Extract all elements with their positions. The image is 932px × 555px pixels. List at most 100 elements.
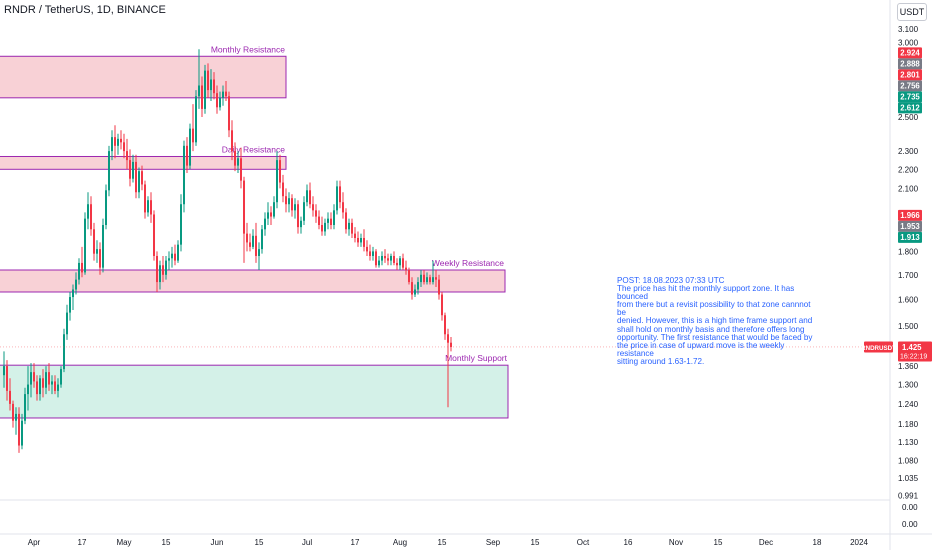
- zone-rect[interactable]: [0, 55, 287, 99]
- candle-body[interactable]: [336, 186, 338, 211]
- candle-body[interactable]: [225, 91, 227, 97]
- candle-body[interactable]: [387, 258, 389, 261]
- candle-body[interactable]: [417, 282, 419, 290]
- candle-body[interactable]: [378, 260, 380, 266]
- candle-body[interactable]: [120, 138, 122, 143]
- candle-body[interactable]: [27, 384, 29, 395]
- candle-body[interactable]: [282, 182, 284, 197]
- candle-body[interactable]: [210, 79, 212, 91]
- candle-body[interactable]: [6, 366, 8, 391]
- candle-body[interactable]: [63, 334, 65, 370]
- candle-body[interactable]: [255, 235, 257, 256]
- zone-rect[interactable]: [0, 155, 287, 170]
- candle-body[interactable]: [303, 202, 305, 221]
- candle-body[interactable]: [138, 171, 140, 193]
- candle-body[interactable]: [117, 138, 119, 146]
- candle-body[interactable]: [96, 249, 98, 254]
- candle-body[interactable]: [297, 204, 299, 228]
- candle-body[interactable]: [393, 255, 395, 263]
- candle-body[interactable]: [348, 222, 350, 230]
- candle-body[interactable]: [345, 212, 347, 230]
- candle-body[interactable]: [408, 270, 410, 283]
- candle-body[interactable]: [30, 372, 32, 385]
- candle-body[interactable]: [414, 289, 416, 295]
- candle-body[interactable]: [129, 160, 131, 179]
- candle-body[interactable]: [81, 262, 83, 273]
- candle-body[interactable]: [57, 384, 59, 391]
- candle-body[interactable]: [327, 218, 329, 223]
- candle-body[interactable]: [351, 222, 353, 234]
- candle-body[interactable]: [267, 212, 269, 219]
- candle-body[interactable]: [207, 70, 209, 91]
- candle-body[interactable]: [12, 403, 14, 421]
- candle-body[interactable]: [93, 229, 95, 254]
- candle-body[interactable]: [444, 315, 446, 335]
- candle-body[interactable]: [318, 216, 320, 225]
- candle-body[interactable]: [99, 249, 101, 268]
- candle-body[interactable]: [201, 85, 203, 109]
- candle-body[interactable]: [192, 128, 194, 143]
- candle-body[interactable]: [165, 260, 167, 275]
- candle-body[interactable]: [33, 372, 35, 382]
- candle-body[interactable]: [399, 258, 401, 266]
- candle-body[interactable]: [249, 242, 251, 247]
- candle-body[interactable]: [360, 237, 362, 243]
- candle-body[interactable]: [111, 137, 113, 152]
- candle-body[interactable]: [273, 202, 275, 217]
- candle-body[interactable]: [333, 210, 335, 225]
- candle-body[interactable]: [426, 277, 428, 283]
- candle-body[interactable]: [261, 229, 263, 250]
- candle-body[interactable]: [18, 413, 20, 446]
- candle-body[interactable]: [450, 342, 452, 347]
- candle-body[interactable]: [330, 218, 332, 225]
- candle-body[interactable]: [441, 294, 443, 316]
- candle-body[interactable]: [180, 204, 182, 245]
- candle-body[interactable]: [45, 372, 47, 388]
- candle-body[interactable]: [177, 244, 179, 261]
- candle-body[interactable]: [432, 277, 434, 283]
- candle-body[interactable]: [156, 255, 158, 283]
- candle-body[interactable]: [174, 253, 176, 261]
- candle-body[interactable]: [447, 334, 449, 343]
- candle-body[interactable]: [84, 218, 86, 273]
- candle-body[interactable]: [306, 190, 308, 203]
- candle-body[interactable]: [258, 249, 260, 256]
- candle-body[interactable]: [72, 289, 74, 298]
- candle-body[interactable]: [390, 255, 392, 261]
- candle-body[interactable]: [381, 255, 383, 261]
- candle-body[interactable]: [228, 96, 230, 131]
- candle-body[interactable]: [171, 253, 173, 259]
- candle-body[interactable]: [234, 151, 236, 166]
- candle-body[interactable]: [168, 258, 170, 261]
- candle-body[interactable]: [315, 210, 317, 217]
- candle-body[interactable]: [243, 180, 245, 234]
- candle-body[interactable]: [276, 160, 278, 203]
- candle-body[interactable]: [78, 262, 80, 280]
- candle-body[interactable]: [15, 413, 17, 421]
- candle-body[interactable]: [75, 279, 77, 290]
- candle-body[interactable]: [354, 233, 356, 238]
- candle-body[interactable]: [384, 255, 386, 259]
- candle-body[interactable]: [279, 160, 281, 183]
- candle-body[interactable]: [219, 97, 221, 108]
- candle-body[interactable]: [153, 214, 155, 256]
- candle-body[interactable]: [9, 390, 11, 404]
- candle-body[interactable]: [246, 233, 248, 243]
- candle-body[interactable]: [132, 161, 134, 179]
- candle-body[interactable]: [270, 212, 272, 217]
- candle-body[interactable]: [195, 96, 197, 143]
- candle-body[interactable]: [144, 184, 146, 213]
- candle-body[interactable]: [213, 79, 215, 94]
- candle-body[interactable]: [150, 200, 152, 215]
- candle-body[interactable]: [216, 93, 218, 108]
- symbol-title[interactable]: RNDR / TetherUS, 1D, BINANCE: [4, 4, 166, 16]
- candle-body[interactable]: [309, 190, 311, 205]
- candle-body[interactable]: [294, 204, 296, 211]
- candle-body[interactable]: [39, 378, 41, 395]
- candle-body[interactable]: [324, 222, 326, 232]
- candle-body[interactable]: [285, 196, 287, 205]
- candle-body[interactable]: [396, 262, 398, 266]
- candle-body[interactable]: [429, 277, 431, 283]
- candle-body[interactable]: [375, 251, 377, 266]
- candle-body[interactable]: [231, 130, 233, 152]
